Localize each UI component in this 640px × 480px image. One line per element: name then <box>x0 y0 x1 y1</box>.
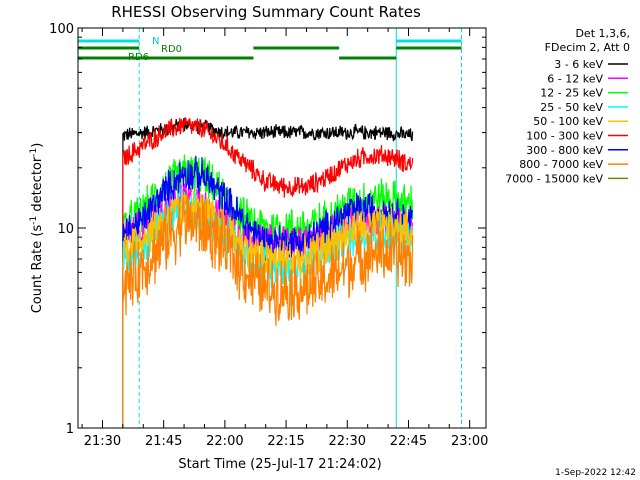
series-line <box>122 192 414 428</box>
x-tick-label: 22:30 <box>329 434 366 449</box>
y-tick-label: 1 <box>66 422 74 437</box>
y-axis-label-tail-sup: -1 <box>29 148 39 157</box>
x-tick-label: 21:45 <box>145 434 182 449</box>
legend-header: Det 1,3,6, <box>575 27 630 40</box>
y-axis-label: Count Rate (s-1 detector-1) <box>29 143 45 314</box>
x-tick-label: 22:15 <box>267 434 304 449</box>
night-flag-label: N <box>152 36 159 47</box>
y-axis-label-sup: -1 <box>29 216 39 225</box>
x-tick-label: 22:45 <box>390 434 427 449</box>
data-series-group <box>122 117 414 428</box>
legend-entry-label: 6 - 12 keV <box>547 72 603 85</box>
legend-entry-label: 300 - 800 keV <box>526 144 603 157</box>
series-line <box>122 117 414 428</box>
chart-title: RHESSI Observing Summary Count Rates <box>111 3 421 21</box>
rd0-flag-label: RD0 <box>161 44 182 55</box>
y-tick-label: 100 <box>49 22 74 37</box>
footer-date: 1-Sep-2022 12:42 <box>555 468 636 478</box>
y-axis-label-close: ) <box>30 143 45 148</box>
legend-entry-label: 50 - 100 keV <box>533 115 603 128</box>
y-tick-label: 10 <box>57 222 74 237</box>
axes-group: 21:30 21:45 22:00 22:15 22:30 22:45 23:00 1 10 10… <box>49 22 488 449</box>
x-axis-label: Start Time (25-Jul-17 21:24:02) <box>178 457 381 472</box>
legend-entry-label: 7000 - 15000 keV <box>505 172 603 185</box>
legend-entry-label: 12 - 25 keV <box>540 87 603 100</box>
rd6-flag-label: RD6 <box>128 52 149 63</box>
legend-entry-label: 100 - 300 keV <box>526 130 603 143</box>
x-tick-label: 22:00 <box>206 434 243 449</box>
y-axis-label-tail: detector <box>30 156 45 216</box>
legend-entry-label: 3 - 6 keV <box>554 58 603 71</box>
y-axis-label-main: Count Rate (s <box>30 225 45 314</box>
legend-header: FDecim 2, Att 0 <box>545 41 630 54</box>
x-tick-label: 21:30 <box>84 434 121 449</box>
legend-entry-label: 25 - 50 keV <box>540 101 603 114</box>
x-tick-label: 23:00 <box>451 434 488 449</box>
legend-entry-label: 800 - 7000 keV <box>519 158 603 171</box>
